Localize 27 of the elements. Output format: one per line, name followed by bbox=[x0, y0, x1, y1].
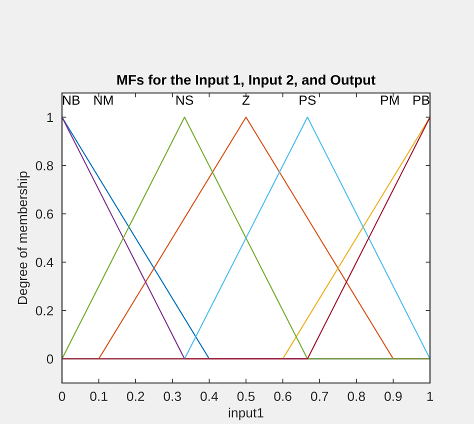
y-tick-label: 0.4 bbox=[36, 258, 54, 268]
x-tick-label: 0.7 bbox=[310, 392, 328, 402]
x-tick-label: 0.2 bbox=[126, 392, 144, 402]
x-tick-label: 0 bbox=[58, 392, 66, 402]
y-tick-label: 0.6 bbox=[36, 209, 54, 219]
x-tick-label: 1 bbox=[427, 392, 434, 401]
y-tick-label: 0 bbox=[46, 354, 54, 364]
text: NM bbox=[94, 96, 113, 105]
x-tick-label: 0.3 bbox=[164, 392, 181, 402]
series-label: NS bbox=[176, 95, 194, 105]
x-tick-label: 0.6 bbox=[274, 392, 292, 402]
chart-title: MFs for the Input 1, Input 2, and Output bbox=[117, 74, 376, 88]
text: PM bbox=[381, 96, 399, 105]
y-tick-label: 0.8 bbox=[36, 161, 54, 170]
series-label: PB bbox=[413, 96, 430, 105]
y-tick-label: 1 bbox=[47, 112, 54, 122]
series-label: NB bbox=[63, 96, 80, 105]
x-tick-label: 0.8 bbox=[348, 392, 365, 402]
x-tick-label: 0.5 bbox=[237, 392, 255, 402]
series-label: Z bbox=[242, 96, 250, 105]
x-tick-label: 0.1 bbox=[90, 392, 108, 402]
x-tick-label: 0.4 bbox=[200, 392, 218, 402]
series-label: PS bbox=[300, 95, 316, 105]
x-axis-title: input1 bbox=[228, 408, 264, 420]
y-tick-label: 0.2 bbox=[36, 306, 54, 316]
y-axis-title: Degree of membership bbox=[17, 171, 30, 304]
x-tick-label: 0.9 bbox=[384, 392, 402, 402]
